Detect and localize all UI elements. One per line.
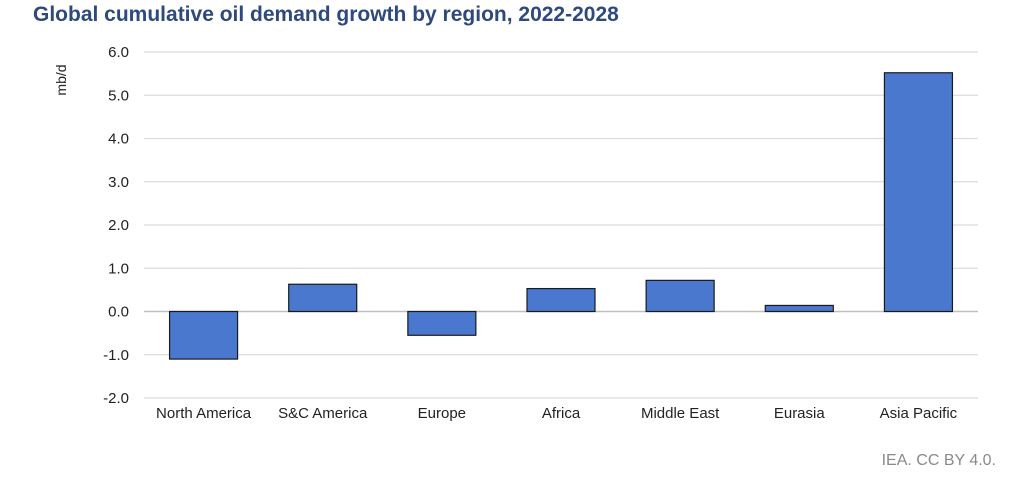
y-tick-label: 0.0 <box>108 304 129 321</box>
y-tick-label: 5.0 <box>108 87 129 104</box>
bar-europe <box>407 310 477 336</box>
y-tick-label: -2.0 <box>103 390 129 407</box>
bar-s-c-america <box>288 283 358 313</box>
y-tick-label: 4.0 <box>108 131 129 148</box>
y-tick-label: -1.0 <box>103 347 129 364</box>
bar-middle-east <box>645 279 715 313</box>
bars <box>168 72 954 360</box>
bar-africa <box>526 287 596 313</box>
x-category-label: North America <box>156 405 252 422</box>
bar-asia-pacific <box>883 72 954 313</box>
x-category-label: Middle East <box>641 405 720 422</box>
y-axis-ticks: 6.0 5.0 4.0 3.0 2.0 1.0 0.0 -1.0 -2.0 <box>103 44 129 407</box>
gridlines <box>144 51 978 399</box>
y-tick-label: 2.0 <box>108 217 129 234</box>
x-category-label: Europe <box>418 405 466 422</box>
x-category-label: Africa <box>542 405 581 422</box>
chart-title: Global cumulative oil demand growth by r… <box>33 3 619 26</box>
y-axis-label: mb/d <box>53 64 69 95</box>
bar-north-america <box>168 310 239 360</box>
y-tick-label: 3.0 <box>108 174 129 191</box>
bar-eurasia <box>764 304 834 313</box>
x-axis-categories: North America S&C America Europe Africa Midd… <box>156 405 958 422</box>
source-credit: IEA. CC BY 4.0. <box>881 452 996 469</box>
x-category-label: S&C America <box>278 405 368 422</box>
y-tick-label: 1.0 <box>108 260 129 277</box>
x-category-label: Asia Pacific <box>880 405 958 422</box>
x-category-label: Eurasia <box>774 405 826 422</box>
y-tick-label: 6.0 <box>108 44 129 61</box>
